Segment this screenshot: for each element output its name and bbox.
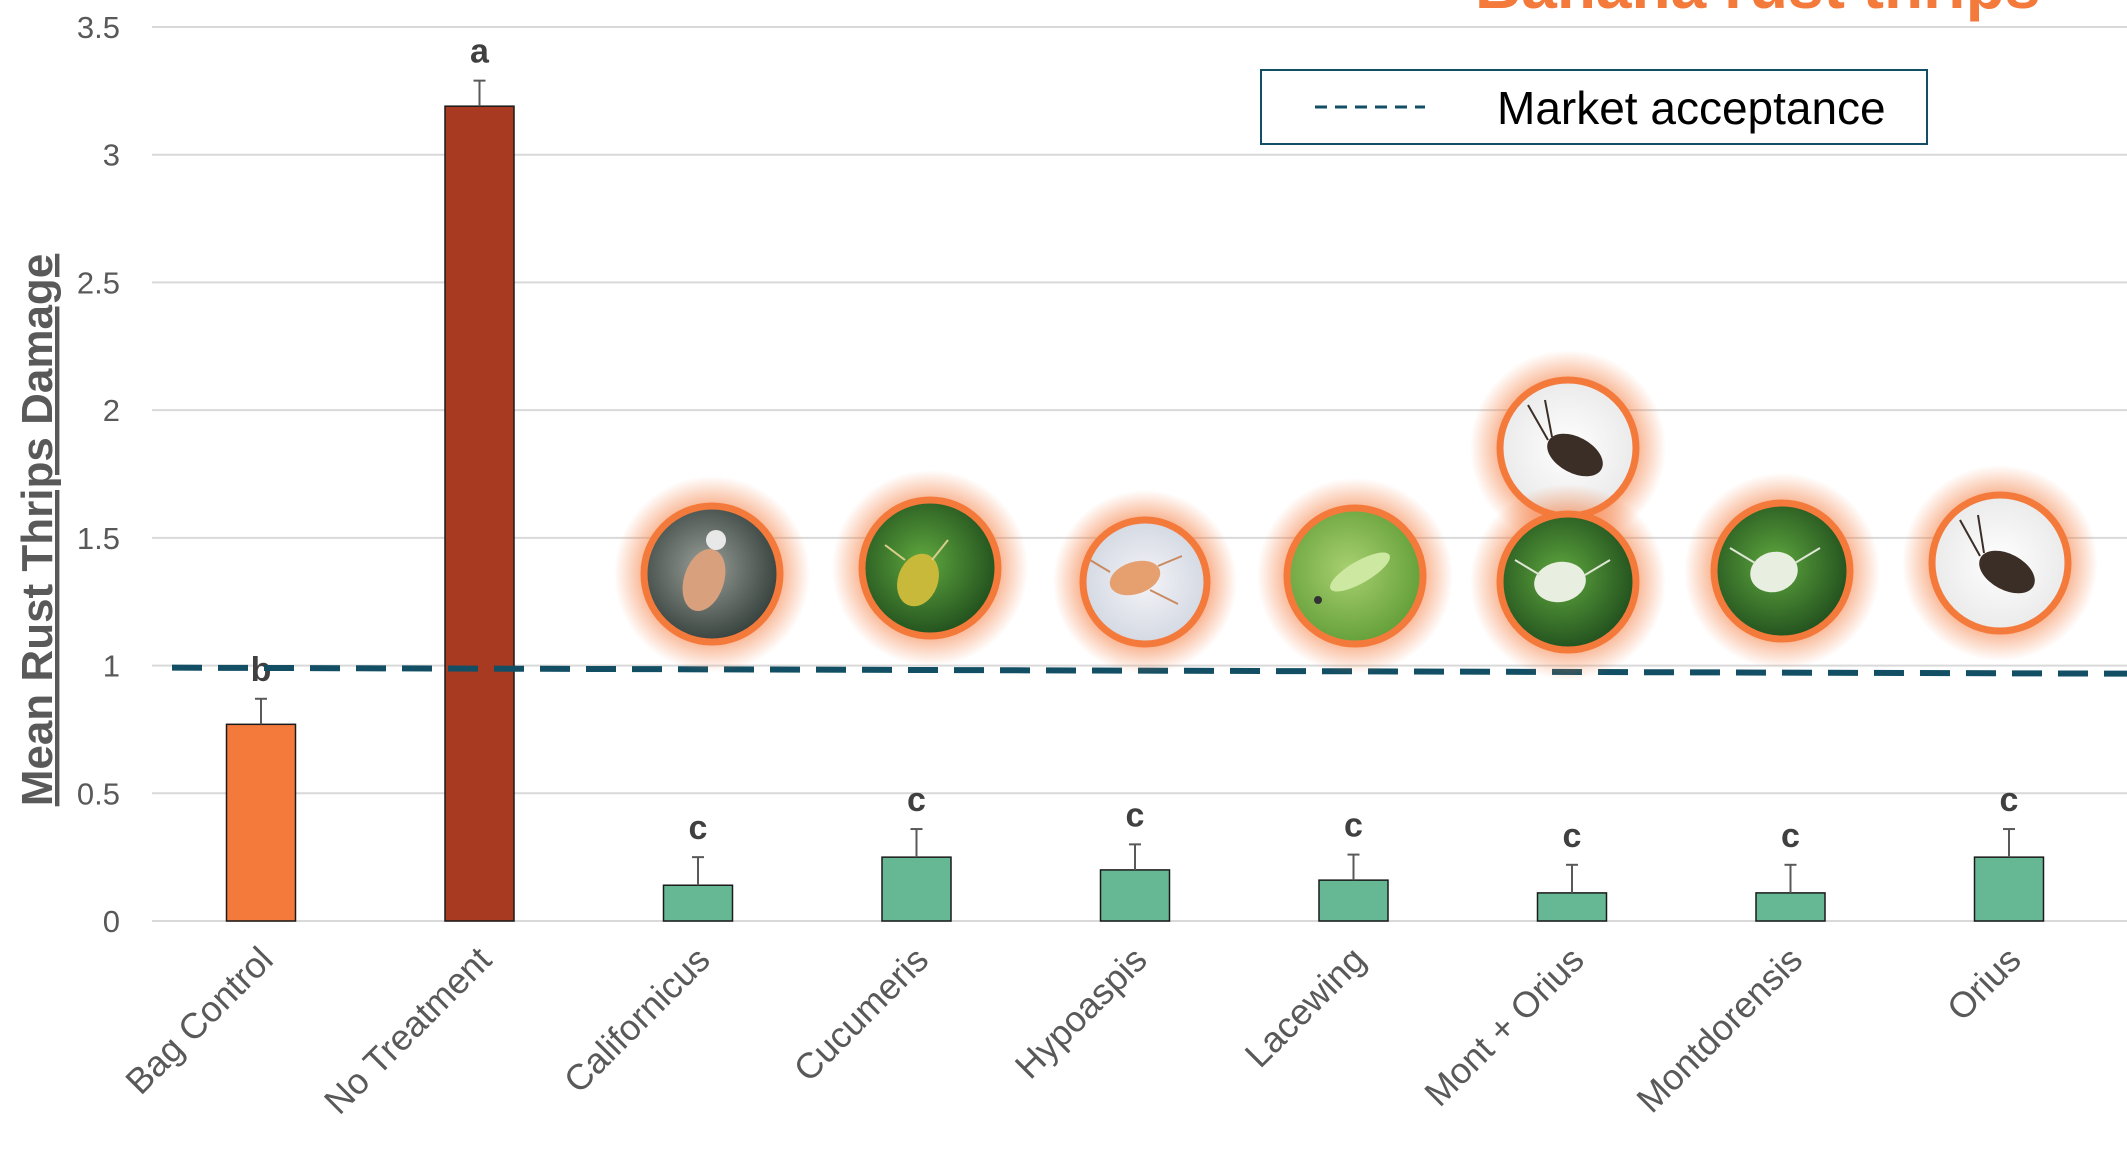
category-label: Orius [1939,939,2029,1029]
category-label: No Treatment [316,939,499,1122]
significance-letter: c [1781,817,1800,855]
legend: Market acceptance [1260,69,1928,145]
mite-icon [1684,473,1880,669]
category-labels: Bag Control No Treatment Californicus Cucum… [117,939,2028,1122]
y-axis-ticks: 0 0.5 1 1.5 2 2.5 3 3.5 [77,10,120,939]
pirate-bug-icon [1902,465,2098,661]
y-tick-label: 3 [103,138,120,173]
y-tick-label: 2.5 [77,265,120,300]
mite-icon [832,470,1028,666]
insect-images [614,350,2098,680]
category-label: Hypoaspis [1007,939,1155,1087]
chart-title: Banana rust thrips [1475,0,2040,22]
y-tick-label: 1.5 [77,521,120,556]
significance-labels: b a c c c c c c c [251,33,2019,855]
significance-letter: a [470,33,490,71]
bar [1536,892,1608,922]
error-bars [255,79,2015,893]
significance-letter: b [251,651,272,689]
category-label: Lacewing [1237,939,1374,1076]
bar [662,884,734,922]
significance-letter: c [1344,807,1363,845]
bar [1099,869,1171,922]
lacewing-larva-icon [1257,478,1453,674]
bar [1973,856,2045,922]
pirate-bug-icon [1470,350,1666,546]
mite-icon [1053,490,1237,674]
category-label: Montdorensis [1628,939,1810,1121]
category-label: Cucumeris [786,939,937,1090]
significance-letter: c [2000,781,2019,819]
y-axis-label: Mean Rust Thrips Damage [13,254,62,807]
y-tick-label: 0.5 [77,776,120,811]
y-tick-label: 2 [103,393,120,428]
significance-letter: c [689,809,708,847]
mite-icon [1470,484,1666,680]
significance-letter: c [1126,796,1145,834]
category-label: Californicus [556,939,718,1101]
bar [1318,879,1389,922]
y-tick-label: 3.5 [77,10,120,45]
significance-letter: c [907,781,926,819]
category-label: Bag Control [117,939,280,1102]
bars [225,105,2045,922]
y-tick-label: 1 [103,649,120,684]
bar [225,723,297,922]
category-label: Mont + Orius [1416,939,1591,1114]
mite-icon [614,476,810,672]
legend-box [1260,69,1928,145]
legend-label: Market acceptance [1497,82,1886,134]
significance-letter: c [1563,817,1582,855]
bar [881,856,952,922]
bar [444,105,515,922]
bar [1755,892,1826,922]
y-tick-label: 0 [103,904,120,939]
